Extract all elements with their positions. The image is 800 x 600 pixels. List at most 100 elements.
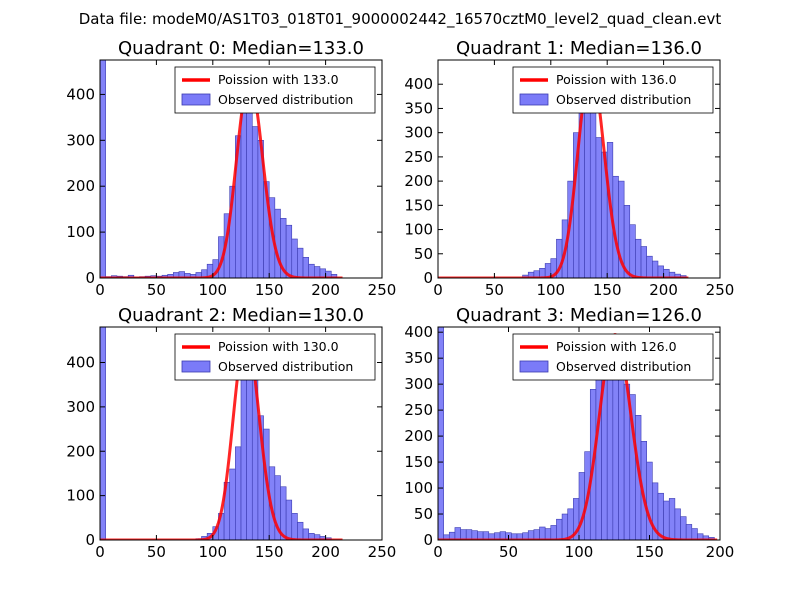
panel-title: Quadrant 2: Median=130.0 [118, 305, 364, 326]
histogram-bar [235, 446, 242, 540]
legend-entry-poisson: Poission with 133.0 [218, 72, 339, 87]
x-tick-label: 0 [433, 281, 443, 299]
histogram-bar [251, 126, 259, 278]
x-tick-label: 50 [147, 281, 166, 299]
histogram-bar [629, 224, 636, 278]
x-tick-label: 200 [311, 543, 340, 561]
figure-suptitle: Data file: modeM0/AS1T03_018T01_90000024… [79, 10, 722, 29]
legend-bar-swatch [181, 93, 211, 106]
y-tick-label: 250 [404, 401, 433, 419]
histogram-bar [640, 246, 647, 278]
x-tick-label: 50 [485, 281, 504, 299]
x-tick-label: 100 [536, 281, 565, 299]
histogram-bar [285, 224, 293, 278]
histogram-bar [460, 529, 467, 540]
histogram-bar [454, 527, 461, 540]
x-tick-label: 0 [95, 543, 105, 561]
y-tick-label: 300 [66, 131, 95, 149]
histogram-bar [285, 499, 293, 540]
panel-quadrant-0: 0 50 100 150 200 250 0 100 200 300 400 Quadrant 0: … [66, 38, 396, 299]
y-tick-label: 350 [404, 99, 433, 117]
y-tick-label: 100 [404, 479, 433, 497]
x-tick-label: 200 [706, 543, 735, 561]
histogram-bar [646, 255, 653, 278]
poisson-curve [438, 333, 718, 540]
y-tick-label: 300 [404, 375, 433, 393]
y-tick-label: 50 [414, 245, 433, 263]
histogram-bar [240, 105, 247, 278]
y-tick-label: 200 [66, 177, 95, 195]
histogram-bar [680, 516, 687, 540]
axes-frame [99, 59, 383, 279]
legend: Poission with 130.0 Observed distribution [174, 333, 376, 381]
legend-bar-swatch [181, 360, 211, 373]
histogram-bar [663, 500, 670, 540]
histogram-bar [100, 60, 106, 278]
y-tick-label: 150 [404, 196, 433, 214]
x-tick-label: 150 [255, 281, 284, 299]
legend-entry-observed: Observed distribution [218, 359, 353, 374]
y-tick-label: 200 [404, 427, 433, 445]
histogram-bar [229, 468, 236, 540]
x-tick-label: 200 [311, 281, 340, 299]
histogram-bar [539, 526, 546, 540]
panel-title: Quadrant 0: Median=133.0 [118, 38, 364, 59]
axes-frame [437, 59, 721, 279]
x-tick-label: 100 [565, 543, 594, 561]
legend-entry-poisson: Poission with 126.0 [556, 339, 677, 354]
x-tick-label: 150 [255, 543, 284, 561]
histogram-bar [618, 352, 625, 540]
histogram-bar [246, 94, 253, 278]
legend-bar-swatch [519, 360, 549, 373]
y-tick-label: 300 [404, 124, 433, 142]
x-tick-label: 50 [499, 543, 518, 561]
x-tick-label: 250 [706, 281, 735, 299]
panel-quadrant-1: 0 50 100 150 200 250050100150200250300350400Q… [404, 38, 734, 299]
histogram-bar [556, 518, 563, 540]
histogram-bar [100, 327, 106, 540]
histogram-bar [544, 528, 552, 540]
histogram-bar [297, 247, 304, 278]
histogram-bar [691, 528, 698, 540]
legend-entry-observed: Observed distribution [556, 92, 691, 107]
legend: Poission with 133.0 Observed distribution [174, 66, 376, 114]
histogram-bar [291, 513, 298, 540]
histogram-bar [646, 461, 653, 540]
y-tick-label: 100 [404, 221, 433, 239]
x-tick-label: 150 [593, 281, 622, 299]
y-tick-label: 400 [404, 75, 433, 93]
histogram-bar [438, 327, 444, 540]
y-tick-label: 0 [423, 269, 433, 287]
x-tick-label: 0 [95, 281, 105, 299]
y-tick-label: 250 [404, 148, 433, 166]
panel-quadrant-2: 0 50 100 150 200 250 0 100 200 300 400 Quadrant 2: … [66, 305, 396, 561]
histogram-bar [652, 260, 659, 278]
y-tick-label: 300 [66, 398, 95, 416]
histogram-bar [657, 265, 664, 278]
legend-entry-observed: Observed distribution [556, 359, 691, 374]
legend-bar-swatch [519, 93, 549, 106]
histogram-bar [314, 266, 321, 278]
histogram-bar [635, 238, 642, 278]
histogram-bar [302, 528, 309, 540]
x-tick-label: 50 [147, 543, 166, 561]
x-tick-label: 250 [368, 543, 397, 561]
panel-quadrant-3: 0 50 100 150 200 0 50 100 150 200 250 300 350 400 Quad… [404, 305, 735, 561]
y-tick-label: 150 [404, 453, 433, 471]
histogram-bar [302, 257, 309, 278]
x-tick-label: 150 [635, 543, 664, 561]
y-tick-label: 100 [66, 487, 95, 505]
x-tick-label: 100 [198, 543, 227, 561]
histogram-bar [674, 508, 681, 540]
histogram-bar [240, 371, 247, 540]
x-tick-label: 0 [433, 543, 443, 561]
plot-area [438, 327, 718, 540]
histogram-bar [308, 263, 315, 278]
histogram-bar [561, 513, 569, 540]
y-tick-label: 0 [85, 531, 95, 549]
x-tick-label: 250 [368, 281, 397, 299]
y-tick-label: 400 [404, 323, 433, 341]
histogram-bar [330, 274, 338, 278]
